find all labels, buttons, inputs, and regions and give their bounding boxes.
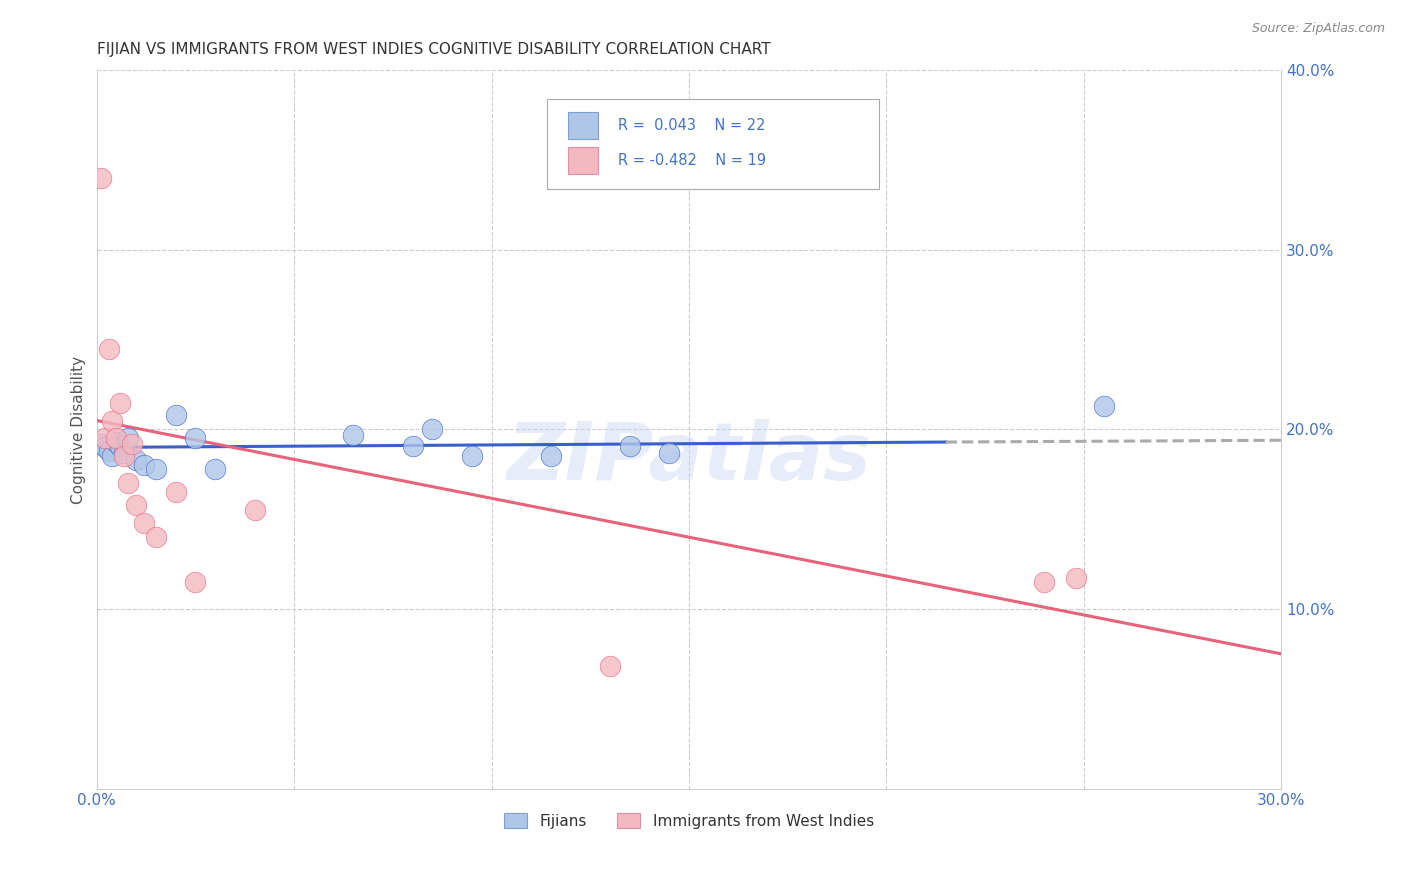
Point [125, 453, 148, 467]
Text: FIJIAN VS IMMIGRANTS FROM WEST INDIES COGNITIVE DISABILITY CORRELATION CHART: FIJIAN VS IMMIGRANTS FROM WEST INDIES CO… [97, 42, 770, 57]
Point [97, 342, 120, 356]
Bar [568, 112, 598, 139]
Point [342, 428, 364, 442]
Point [1033, 575, 1056, 590]
Point [132, 516, 155, 530]
Text: R =  0.043    N = 22: R = 0.043 N = 22 [619, 119, 765, 133]
Point [599, 659, 621, 673]
Bar [568, 146, 598, 174]
Point [243, 503, 266, 517]
Point [121, 437, 143, 451]
Point [619, 439, 641, 453]
Point [117, 432, 139, 446]
Y-axis label: Cognitive Disability: Cognitive Disability [72, 355, 86, 504]
Point [101, 450, 124, 464]
Point [112, 446, 135, 460]
Point [184, 432, 207, 446]
Point [165, 485, 187, 500]
Point [184, 575, 207, 590]
Text: Source: ZipAtlas.com: Source: ZipAtlas.com [1251, 22, 1385, 36]
Point [145, 462, 167, 476]
Point [110, 395, 132, 409]
Point [145, 530, 167, 544]
Point [110, 439, 132, 453]
Point [658, 446, 681, 460]
FancyBboxPatch shape [547, 99, 879, 189]
Point [401, 439, 423, 453]
Point [204, 462, 226, 476]
Point [90, 171, 112, 186]
Point [540, 450, 562, 464]
Legend: Fijians, Immigrants from West Indies: Fijians, Immigrants from West Indies [498, 806, 880, 835]
Point [93, 441, 115, 455]
Point [1064, 572, 1087, 586]
Point [101, 413, 124, 427]
Point [461, 450, 484, 464]
Text: ZIPatlas: ZIPatlas [506, 419, 872, 497]
Point [105, 432, 128, 446]
Point [165, 408, 187, 422]
Point [112, 450, 135, 464]
Point [93, 432, 115, 446]
Point [1092, 399, 1115, 413]
Text: R = -0.482    N = 19: R = -0.482 N = 19 [619, 153, 766, 168]
Point [117, 476, 139, 491]
Point [90, 437, 112, 451]
Point [125, 498, 148, 512]
Point [97, 444, 120, 458]
Point [132, 458, 155, 473]
Point [105, 435, 128, 450]
Point [420, 422, 443, 436]
